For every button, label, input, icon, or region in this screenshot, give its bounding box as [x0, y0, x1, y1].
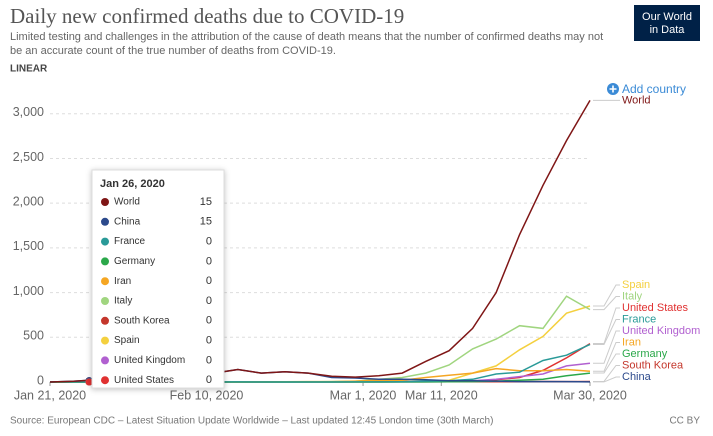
tooltip-swatch	[101, 336, 109, 345]
source: Source: European CDC – Latest Situation …	[10, 416, 493, 427]
y-tick-label: 500	[23, 329, 44, 343]
tooltip-swatch	[101, 356, 109, 365]
tooltip-swatch	[101, 316, 109, 325]
scale-label: LINEAR	[10, 64, 48, 75]
tooltip-swatch	[101, 277, 109, 286]
tooltip-date: Jan 26, 2020	[100, 178, 165, 190]
legend-label: World	[622, 94, 651, 106]
tooltip-name: United Kingdom	[114, 355, 185, 366]
x-tick-label: Mar 1, 2020	[330, 388, 397, 402]
label-leader	[593, 284, 620, 307]
tooltip-value: 0	[206, 315, 212, 327]
tooltip-name: Germany	[114, 256, 155, 267]
legend-label: Spain	[622, 279, 650, 291]
legend-label: France	[622, 313, 656, 325]
chart-title: Daily new confirmed deaths due to COVID-…	[10, 4, 404, 28]
y-tick-label: 3,000	[13, 105, 44, 119]
add-country-label: Add country	[622, 82, 686, 96]
tooltip-name: United States	[114, 375, 174, 386]
label-leader	[593, 342, 620, 372]
tooltip-name: World	[114, 197, 140, 208]
tooltip-name: Italy	[114, 296, 132, 307]
y-tick-label: 2,500	[13, 150, 44, 164]
tooltip-name: Spain	[114, 335, 140, 346]
chart-subtitle: Limited testing and challenges in the at…	[10, 31, 604, 57]
x-tick-label: Jan 21, 2020	[14, 388, 86, 402]
logo-line: Our World	[642, 11, 692, 23]
label-leader	[593, 296, 620, 311]
legend-label: South Korea	[622, 359, 684, 371]
add-icon-plus	[609, 85, 617, 93]
legend-label: Iran	[622, 336, 641, 348]
tooltip-value: 0	[206, 236, 212, 248]
x-tick-label: Mar 11, 2020	[405, 388, 478, 402]
tooltip-value: 0	[206, 354, 212, 366]
y-tick-label: 1,500	[13, 239, 44, 253]
tooltip-name: China	[114, 216, 141, 227]
y-tick-label: 0	[37, 373, 44, 387]
tooltip-value: 0	[206, 255, 212, 267]
x-tick-label: Feb 10, 2020	[170, 388, 244, 402]
tooltip-value: 0	[206, 275, 212, 287]
tooltip-swatch	[101, 257, 109, 266]
tooltip-value: 15	[200, 216, 212, 228]
logo	[634, 5, 700, 41]
tooltip-name: South Korea	[114, 315, 170, 326]
tooltip-swatch	[101, 198, 109, 206]
y-tick-label: 1,000	[13, 284, 44, 298]
label-leader	[593, 376, 620, 383]
tooltip-swatch	[101, 376, 109, 385]
legend-label: China	[622, 371, 652, 383]
legend-label: United Kingdom	[622, 325, 700, 337]
tooltip-name: Iran	[114, 276, 131, 287]
tooltip: Jan 26, 2020 World 15 China 15 France 0 Germany…	[91, 169, 225, 389]
tooltip-value: 0	[206, 374, 212, 386]
add-country-button[interactable]: Add country	[607, 82, 686, 96]
legend-label: Germany	[622, 348, 668, 360]
legend-label: Italy	[622, 290, 643, 302]
x-tick-label: Mar 30, 2020	[553, 388, 627, 402]
tooltip-swatch	[101, 237, 109, 246]
hover-point	[85, 378, 93, 386]
label-leader	[593, 330, 620, 364]
logo-line: in Data	[650, 24, 686, 36]
y-tick-label: 2,000	[13, 194, 44, 208]
subtitle-box: Limited testing and challenges in the at…	[10, 31, 604, 57]
tooltip-swatch	[101, 217, 109, 226]
legend-label: United States	[622, 302, 689, 314]
label-leader	[593, 319, 620, 345]
tooltip-value: 15	[200, 196, 212, 208]
tooltip-name: France	[114, 236, 146, 247]
tooltip-swatch	[101, 297, 109, 305]
label-leader	[593, 307, 620, 345]
tooltip-value: 0	[206, 295, 212, 307]
tooltip-value: 0	[206, 335, 212, 347]
license: CC BY	[669, 416, 700, 427]
label-leader	[593, 353, 620, 374]
tooltip-box	[91, 169, 225, 389]
